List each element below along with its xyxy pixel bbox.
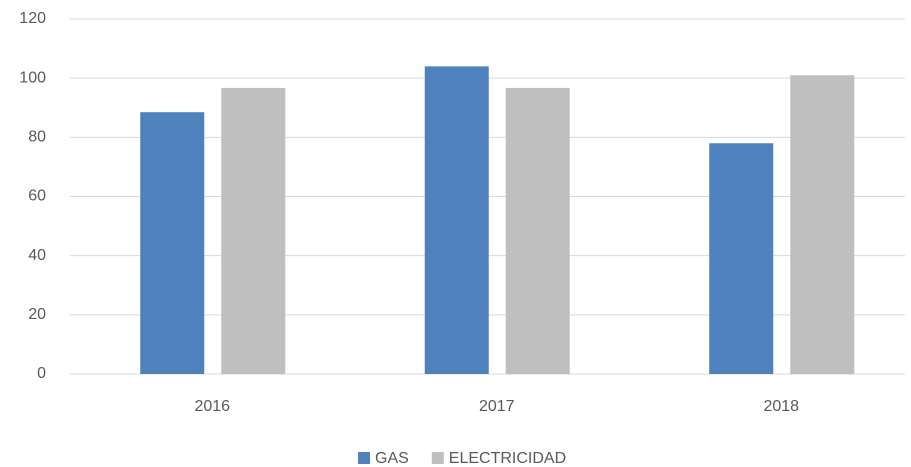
legend-label: GAS: [375, 450, 409, 467]
y-tick-label: 100: [19, 69, 46, 86]
bar: [709, 143, 774, 374]
y-tick-label: 80: [28, 129, 46, 146]
y-tick-label: 120: [19, 10, 46, 27]
y-tick-label: 0: [37, 365, 46, 382]
y-tick-label: 20: [28, 306, 46, 323]
x-tick-label: 2016: [194, 398, 230, 415]
legend-swatch: [431, 452, 444, 464]
bar: [424, 66, 489, 374]
legend-swatch: [358, 452, 370, 464]
y-tick-label: 40: [28, 247, 46, 264]
x-tick-label: 2017: [479, 398, 515, 415]
bar: [221, 87, 286, 374]
bar: [140, 112, 205, 374]
y-tick-label: 60: [28, 188, 46, 205]
x-tick-label: 2018: [763, 398, 799, 415]
legend-label: ELECTRICIDAD: [449, 450, 566, 467]
bar: [505, 87, 570, 374]
bar: [790, 75, 855, 374]
